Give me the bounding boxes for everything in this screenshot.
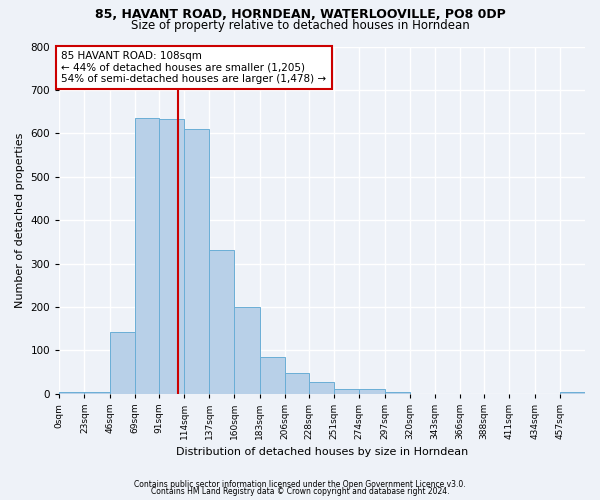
- Text: Contains public sector information licensed under the Open Government Licence v3: Contains public sector information licen…: [134, 480, 466, 489]
- Bar: [334, 389, 359, 394]
- Bar: [59, 392, 85, 394]
- Text: Size of property relative to detached houses in Horndean: Size of property relative to detached ho…: [131, 18, 469, 32]
- Text: 85, HAVANT ROAD, HORNDEAN, WATERLOOVILLE, PO8 0DP: 85, HAVANT ROAD, HORNDEAN, WATERLOOVILLE…: [95, 8, 505, 20]
- Text: 85 HAVANT ROAD: 108sqm
← 44% of detached houses are smaller (1,205)
54% of semi-: 85 HAVANT ROAD: 108sqm ← 44% of detached…: [61, 51, 326, 84]
- Bar: [359, 388, 385, 394]
- Bar: [385, 392, 410, 394]
- Text: Contains HM Land Registry data © Crown copyright and database right 2024.: Contains HM Land Registry data © Crown c…: [151, 487, 449, 496]
- Bar: [285, 374, 309, 394]
- Bar: [135, 118, 159, 394]
- Bar: [309, 382, 334, 394]
- X-axis label: Distribution of detached houses by size in Horndean: Distribution of detached houses by size …: [176, 448, 468, 458]
- Y-axis label: Number of detached properties: Number of detached properties: [15, 132, 25, 308]
- Bar: [159, 120, 184, 394]
- Bar: [260, 358, 285, 394]
- Bar: [560, 392, 585, 394]
- Bar: [209, 250, 235, 394]
- Bar: [85, 392, 110, 394]
- Bar: [184, 129, 209, 394]
- Bar: [235, 307, 260, 394]
- Bar: [110, 332, 135, 394]
